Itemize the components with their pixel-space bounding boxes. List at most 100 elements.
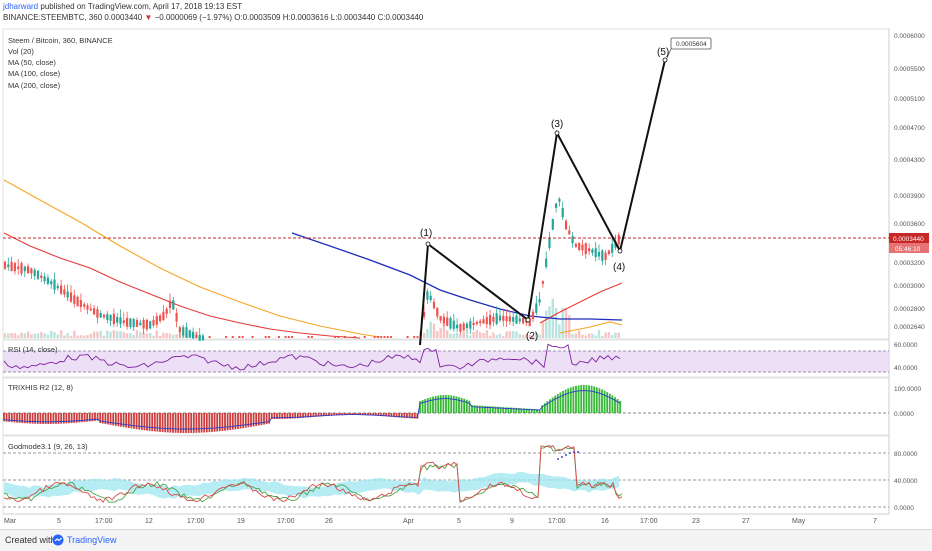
trix-bar: [195, 413, 198, 433]
trix-bar: [62, 413, 65, 424]
legend-ma200[interactable]: MA (200, close): [8, 81, 61, 90]
volume-bar: [531, 335, 535, 338]
time-tick: May: [792, 518, 806, 525]
volume-bars: [3, 298, 620, 338]
candle: [198, 334, 201, 341]
legend-ma100[interactable]: MA (100, close): [8, 69, 61, 78]
time-tick: 9: [510, 518, 514, 525]
wave-5-label[interactable]: (5): [657, 47, 669, 58]
trix-bar: [455, 396, 458, 413]
rsi-line[interactable]: [3, 343, 621, 371]
trix-bar: [408, 413, 411, 419]
ma100-line-recent[interactable]: [559, 321, 623, 334]
candle: [353, 336, 356, 338]
candle: [432, 301, 436, 309]
ma50-line-recent[interactable]: [539, 282, 623, 324]
trix-bar: [473, 405, 476, 413]
time-tick: 5: [457, 518, 461, 525]
volume-bar: [617, 332, 620, 338]
rsi-band: [3, 351, 889, 372]
wave-3-label[interactable]: (3): [551, 119, 563, 130]
legend-title[interactable]: Steem / Bitcoin, 360, BINANCE: [8, 36, 113, 45]
trix-bar: [226, 413, 229, 431]
volume-bar: [92, 331, 96, 338]
volume-bar: [112, 330, 116, 338]
trix-bar: [252, 413, 255, 427]
price-tick: 0.0005100: [894, 96, 925, 103]
trix-bar: [198, 413, 200, 433]
wave-1-label[interactable]: (1): [420, 228, 432, 239]
volume-bar: [607, 332, 611, 338]
godmode-title[interactable]: Godmode3.1 (9, 26, 13): [8, 442, 88, 451]
trix-bar: [484, 405, 486, 413]
candle: [109, 315, 112, 321]
volume-bar: [578, 330, 581, 338]
trix-bar: [60, 413, 63, 424]
candle: [558, 198, 561, 202]
time-tick: 12: [145, 518, 153, 525]
trix-bar: [551, 397, 554, 413]
trix-bar: [580, 385, 583, 413]
candle: [155, 316, 158, 325]
ma200-line[interactable]: [291, 232, 623, 321]
trix-bar: [16, 413, 18, 423]
tradingview-brand[interactable]: TradingView: [67, 535, 117, 545]
trix-bar: [429, 397, 432, 413]
candle: [310, 336, 313, 338]
trix-bar: [603, 390, 606, 413]
time-tick: 17:00: [187, 518, 205, 525]
trix-bar: [419, 401, 421, 413]
candle: [449, 318, 452, 329]
trix-bar: [146, 413, 148, 431]
trix-bar: [564, 389, 567, 413]
time-axis[interactable]: Mar 5 17:00 12 17:00 19 17:00 26 Apr 5 9…: [4, 518, 877, 525]
trix-bar: [208, 413, 211, 433]
elliott-wave-line[interactable]: [419, 59, 666, 346]
wave-2-label[interactable]: (2): [526, 331, 538, 342]
ma50-line[interactable]: [3, 232, 361, 339]
trix-bar: [244, 413, 247, 428]
volume-bar: [554, 308, 558, 338]
candle: [66, 291, 69, 298]
godmode-pane[interactable]: [2, 435, 890, 515]
price-axis[interactable]: 0.0006000 0.0005500 0.0005100 0.0004700 …: [894, 33, 925, 331]
volume-bar: [545, 310, 548, 338]
trix-bar: [614, 397, 616, 413]
trix-bar: [39, 413, 42, 424]
volume-bar: [142, 332, 145, 338]
trix-bar: [190, 413, 193, 433]
legend-vol[interactable]: Vol (20): [8, 47, 34, 56]
candle: [208, 336, 211, 338]
legend-ma50[interactable]: MA (50, close): [8, 58, 56, 67]
volume-bar: [66, 333, 69, 338]
trix-bar: [114, 413, 117, 426]
candle: [149, 321, 152, 329]
chart-canvas[interactable]: Steem / Bitcoin, 360, BINANCE Vol (20) M…: [0, 24, 932, 529]
candle: [373, 336, 376, 338]
candle: [423, 312, 426, 317]
trix-bar: [265, 413, 268, 425]
trix-histogram[interactable]: [3, 385, 622, 433]
volume-bar: [76, 335, 79, 338]
trix-bar: [88, 413, 91, 422]
candle: [79, 300, 82, 307]
trix-bar: [5, 413, 8, 422]
rsi-tick: 40.0000: [894, 365, 918, 372]
trix-bar: [8, 413, 11, 422]
volume-bar: [442, 322, 446, 338]
rsi-title[interactable]: RSI (14, close): [8, 345, 58, 354]
ma100-line[interactable]: [3, 179, 381, 338]
target-price-box[interactable]: [670, 37, 712, 50]
godmode-red-line[interactable]: [3, 444, 623, 503]
volume-bar: [86, 335, 89, 338]
trix-bar: [541, 405, 544, 413]
godmode-green-line[interactable]: [3, 445, 623, 504]
author-link[interactable]: jdharward: [3, 2, 39, 11]
tradingview-logo-icon[interactable]: [52, 534, 64, 546]
wave-4-label[interactable]: (4): [613, 262, 625, 273]
volume-bar: [10, 333, 13, 338]
candle: [492, 316, 495, 322]
volume-bar: [83, 335, 86, 338]
volume-bar: [528, 335, 531, 338]
trix-title[interactable]: TRIXHIS R2 (12, 8): [8, 383, 74, 392]
